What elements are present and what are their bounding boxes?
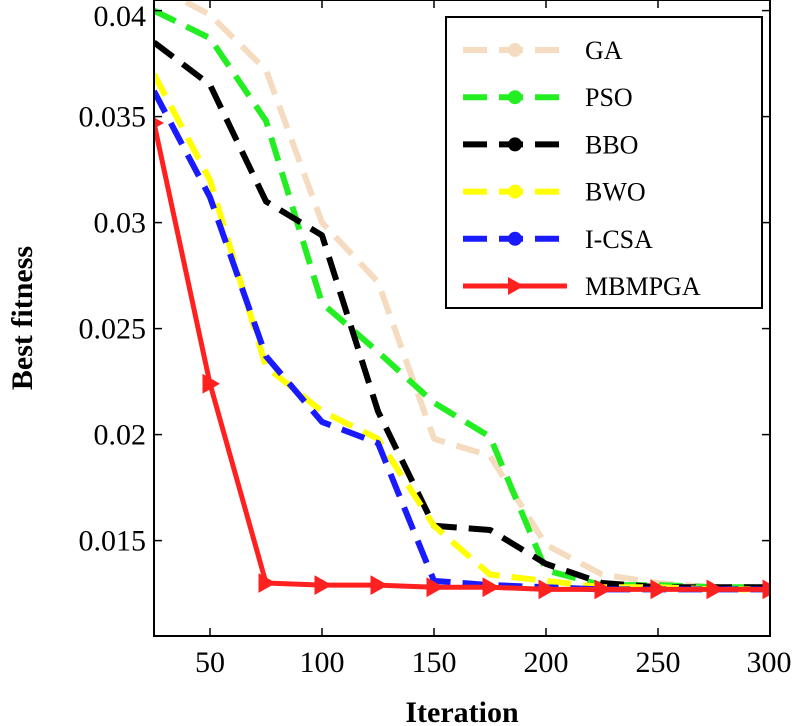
series-marker-mbmpga [762,579,770,600]
x-axis-label: Iteration [405,696,519,726]
legend-label-bbo: BBO [585,130,638,159]
x-tick-label: 50 [195,646,225,679]
y-tick-label: 0.03 [94,207,147,240]
series-marker-mbmpga [370,575,389,595]
ticks-layer: 50 100 150 200 250 300 0.015 0.02 0.025 0.03 0.035… [79,0,792,679]
y-axis-label: Best fitness [6,246,39,390]
legend-label-bwo: BWO [585,178,646,207]
y-tick-label: 0.015 [79,525,147,558]
x-tick-label: 300 [747,646,792,679]
series-line-i-csa [154,89,770,593]
legend-label-ga: GA [585,36,623,65]
series-marker-mbmpga [538,579,557,600]
legend-marker-pso [508,90,522,105]
legend-marker-bwo [508,184,522,199]
series-marker-mbmpga [706,579,725,600]
x-tick-label: 150 [412,646,457,679]
series-marker-mbmpga [426,577,445,598]
series-mbmpga [154,117,770,600]
legend-label-pso: PSO [585,83,633,112]
y-tick-label: 0.025 [79,313,147,346]
series-marker-mbmpga [258,573,277,593]
series-marker-mbmpga [594,579,613,600]
y-tick-label: 0.04 [94,0,147,33]
x-tick-label: 200 [524,646,569,679]
series-marker-mbmpga [482,577,501,598]
legend-label-i-csa: I-CSA [585,225,653,254]
series-marker-mbmpga [650,579,669,600]
legend-marker-bbo [508,137,522,152]
y-tick-label: 0.035 [79,101,147,134]
legend-marker-mbmpga [508,277,524,295]
series-layer [154,0,770,600]
legend-marker-ga [508,43,522,57]
legend-marker-i-csa [508,231,522,246]
legend-box [445,16,763,309]
series-marker-mbmpga [202,373,221,394]
y-tick-label: 0.02 [94,419,147,452]
series-i-csa [154,89,770,593]
x-tick-label: 100 [300,646,345,679]
x-tick-label: 250 [636,646,681,679]
series-marker-mbmpga [314,575,333,595]
plot-frame [153,0,771,637]
legend-label-mbmpga: MBMPGA [585,272,701,301]
legend: GA PSO BBO BWO I-CSA MBMPGA [445,16,763,309]
